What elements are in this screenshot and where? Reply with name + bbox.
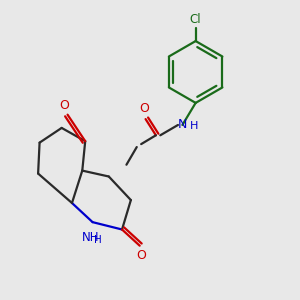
Text: H: H bbox=[189, 122, 198, 131]
Text: Cl: Cl bbox=[190, 13, 202, 26]
Text: H: H bbox=[94, 235, 102, 244]
Text: NH: NH bbox=[82, 231, 100, 244]
Text: N: N bbox=[178, 118, 187, 131]
Text: O: O bbox=[136, 249, 146, 262]
Text: O: O bbox=[59, 99, 69, 112]
Text: O: O bbox=[139, 102, 149, 115]
